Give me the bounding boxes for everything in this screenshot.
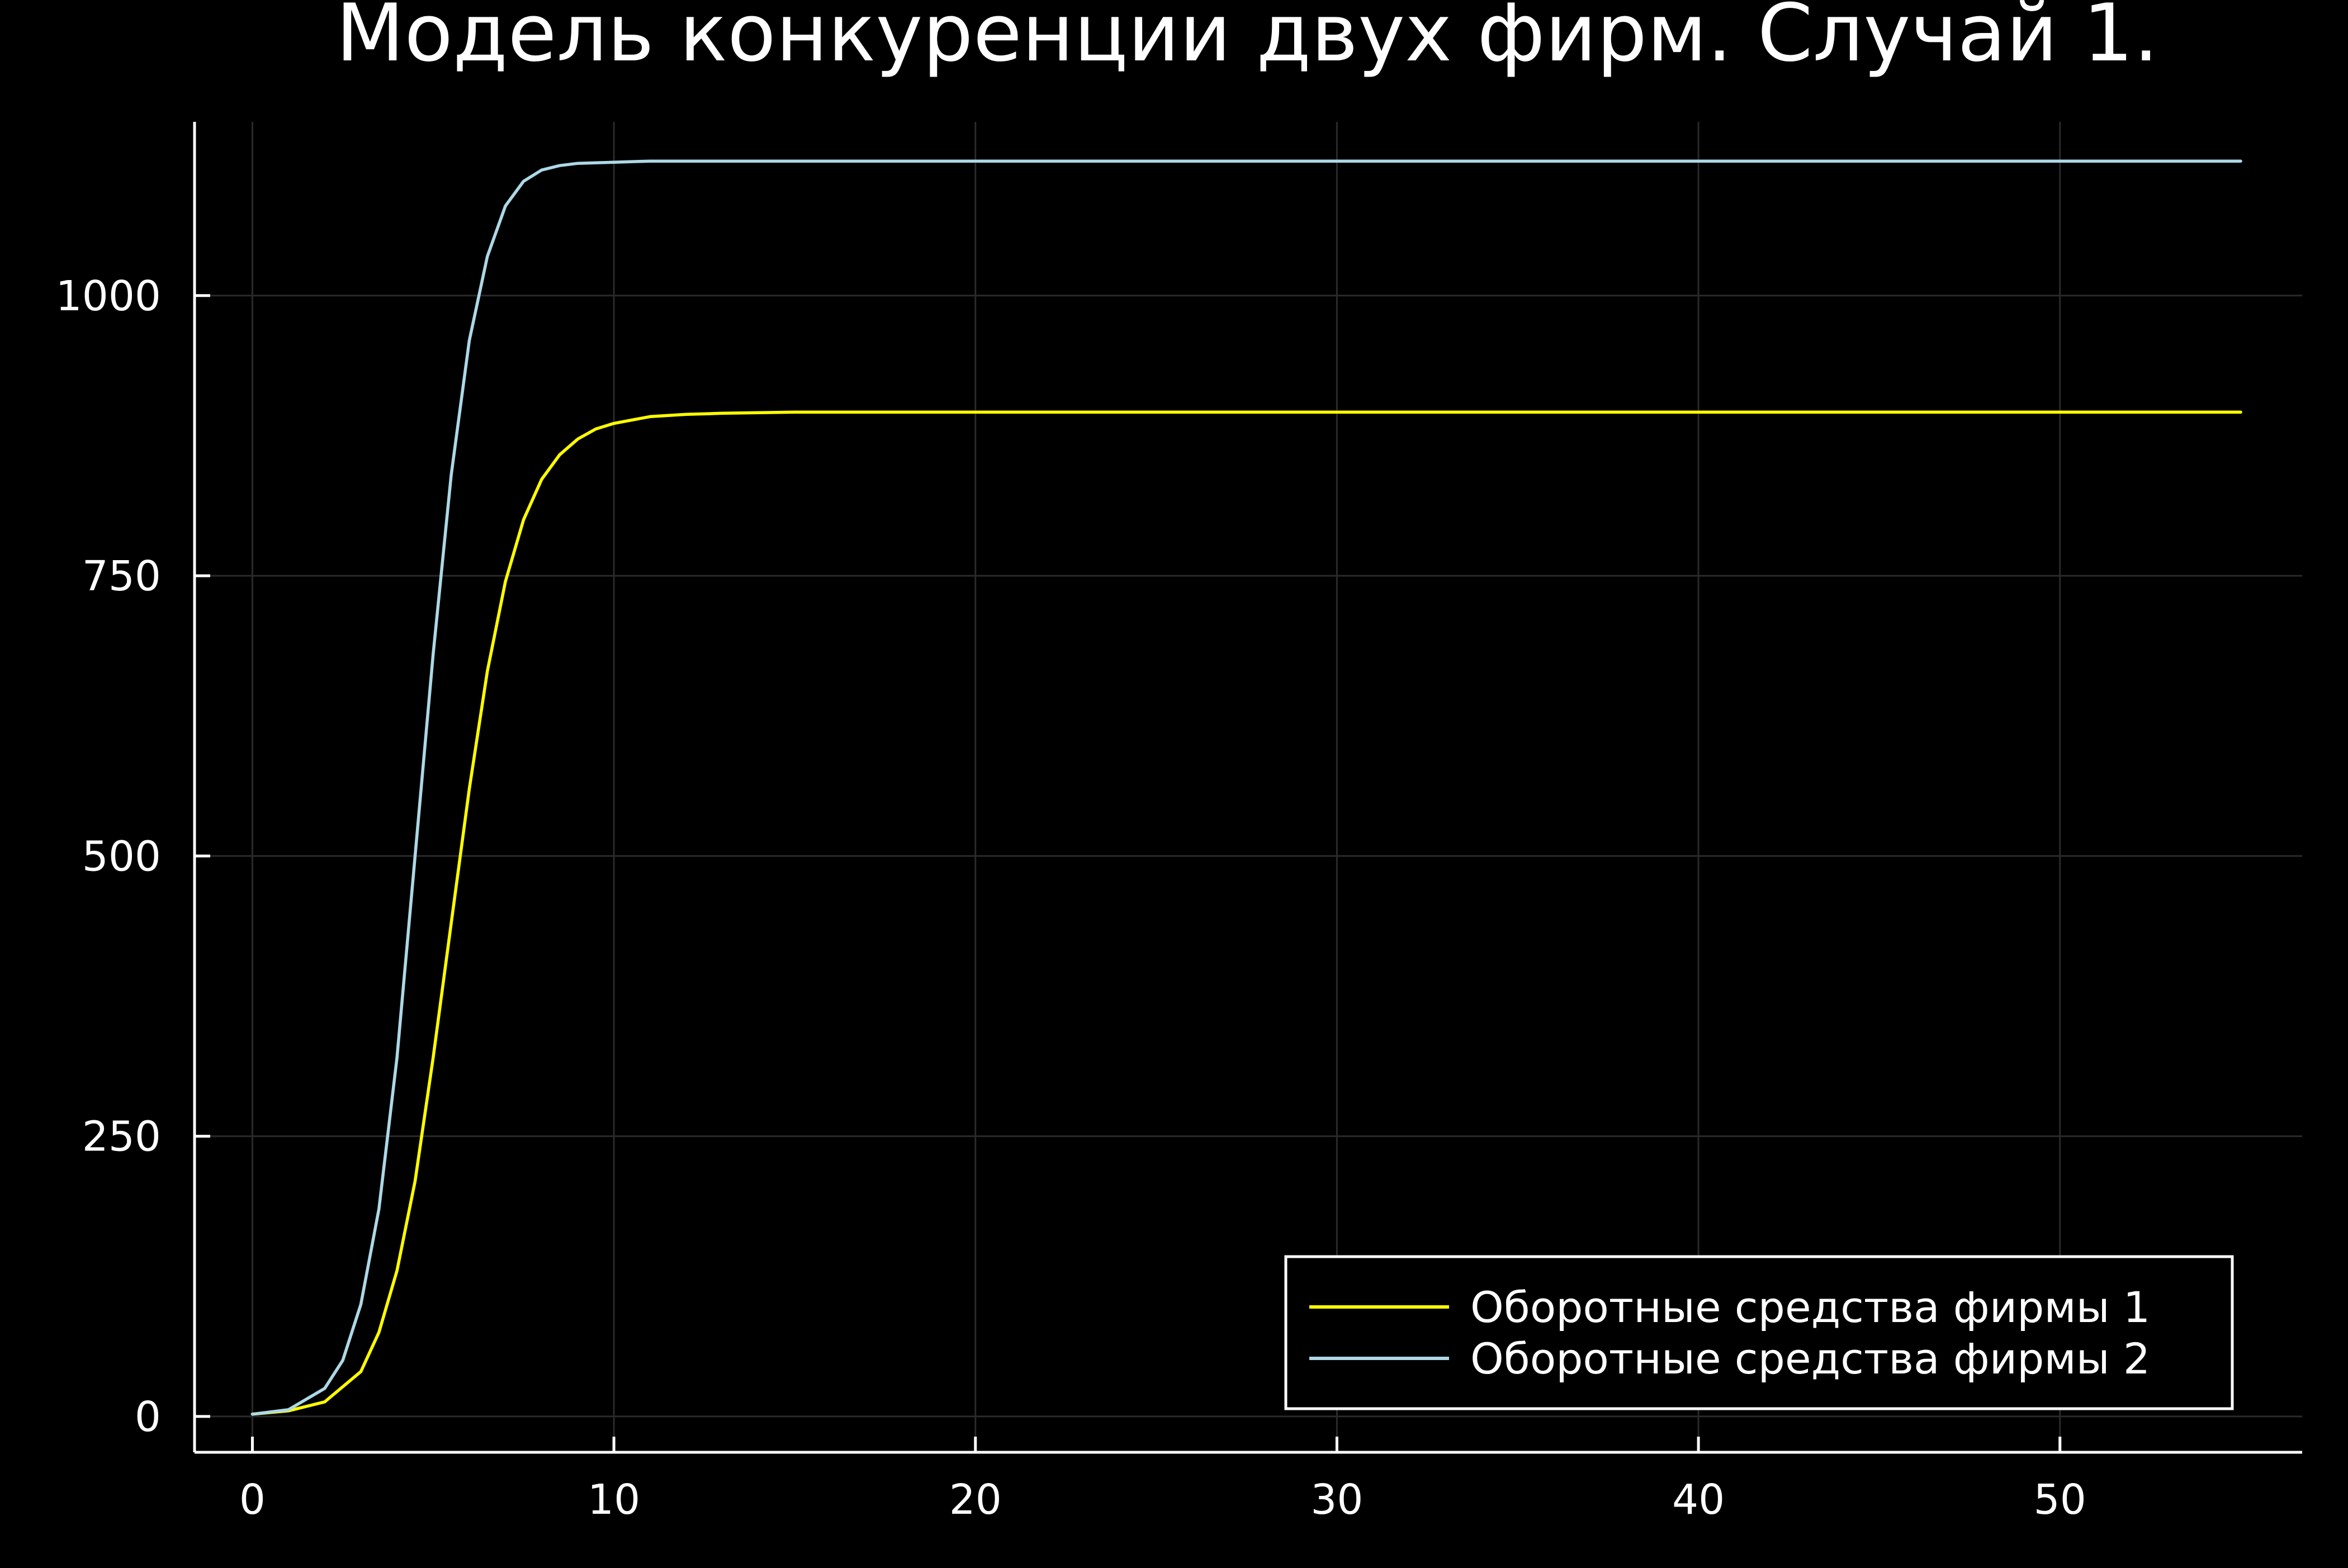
y-tick-label: 0 (135, 1393, 161, 1441)
chart-title: Модель конкуренции двух фирм. Случай 1. (336, 0, 2159, 79)
series-lines (250, 159, 2242, 1416)
x-tick-label: 50 (2034, 1476, 2086, 1524)
x-tick-label: 40 (1672, 1476, 1725, 1524)
legend-label-2: Оборотные средства фирмы 2 (1470, 1334, 2150, 1384)
y-tick-label: 1000 (56, 272, 161, 320)
grid (195, 122, 2302, 1452)
y-tick-label: 250 (82, 1113, 161, 1161)
x-tick-label: 0 (239, 1476, 266, 1524)
x-tick-label: 20 (949, 1476, 1002, 1524)
legend-box (1284, 1255, 2234, 1410)
x-tick-label: 10 (588, 1476, 640, 1524)
series-line-2 (250, 159, 2242, 1416)
y-tick-label: 500 (82, 832, 161, 880)
series-line-1 (250, 410, 2242, 1416)
legend-label-1: Оборотные средства фирмы 1 (1470, 1282, 2150, 1332)
y-tick-label: 750 (82, 552, 161, 600)
x-tick-label: 30 (1310, 1476, 1363, 1524)
